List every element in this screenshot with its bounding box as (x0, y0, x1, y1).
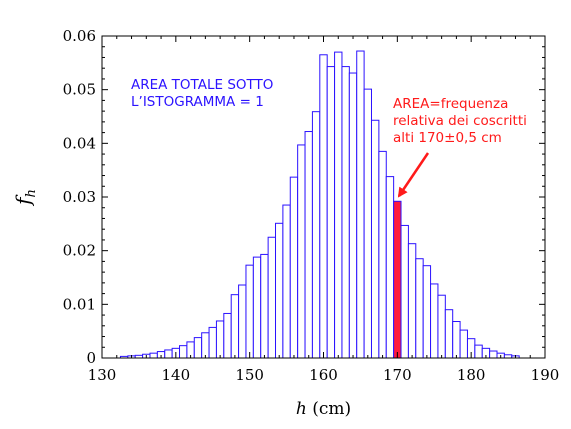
histogram-bar (474, 344, 483, 359)
x-tick-label: 150 (235, 366, 264, 384)
histogram-bar (215, 320, 225, 359)
plot-frame (101, 35, 546, 359)
x-tick-label: 130 (88, 366, 117, 384)
histogram-bar (260, 253, 269, 359)
x-tick-label: 160 (309, 366, 338, 384)
histogram-bar (334, 51, 343, 359)
total-area-note-line-1: AREA TOTALE SOTTO (131, 77, 273, 93)
y-tick-label: 0.04 (63, 134, 96, 152)
histogram-bar (252, 256, 262, 359)
x-axis-label: h (cm) (296, 399, 351, 419)
y-tick-label: 0.06 (63, 27, 96, 45)
histogram-bar (267, 236, 277, 359)
y-tick-label: 0.03 (63, 188, 96, 206)
y-tick-label: 0.01 (63, 295, 96, 313)
histogram-bar (444, 309, 454, 359)
histogram-bar (452, 321, 461, 359)
histogram-bar (348, 72, 358, 359)
histogram-bar (430, 283, 439, 359)
histogram-bar (356, 50, 365, 359)
histogram-bar (385, 176, 395, 359)
histogram-bar (319, 54, 328, 359)
y-axis-label: fh (11, 189, 39, 207)
histogram-bar (149, 352, 158, 359)
histogram-bar (282, 204, 291, 359)
histogram-bar (378, 150, 387, 359)
histogram-bar (238, 284, 247, 359)
histogram-bar (422, 265, 432, 359)
histogram-bar (400, 224, 409, 359)
histogram-bar (341, 66, 350, 359)
bars-group (119, 50, 520, 359)
histogram-bar (311, 111, 321, 359)
histogram-bar (407, 243, 417, 359)
histogram-bar (326, 66, 336, 359)
histogram-bar (275, 222, 284, 359)
histogram-bar (193, 337, 203, 359)
highlight-note-line-2: relativa dei coscritti (393, 113, 527, 129)
histogram-bar (297, 144, 306, 359)
highlight-note-line-3: alti 170±0,5 cm (393, 130, 502, 146)
histogram-bar (304, 131, 313, 359)
x-tick-label: 180 (457, 366, 486, 384)
histogram-bar (459, 329, 468, 359)
histogram-bar (201, 332, 210, 359)
histogram-bar (489, 350, 498, 359)
histogram-bar (363, 88, 372, 359)
histogram-bar (208, 326, 217, 359)
histogram-bar (370, 119, 380, 359)
histogram-bar-highlight (393, 200, 402, 359)
x-tick-label: 170 (383, 366, 412, 384)
histogram-bar (179, 345, 188, 359)
total-area-note-line-2: L’ISTOGRAMMA = 1 (131, 94, 264, 110)
histogram-bar (415, 258, 424, 359)
histogram-bar (223, 312, 232, 359)
highlight-note-line-1: AREA=frequenza (393, 96, 508, 112)
histogram-bar (245, 264, 254, 359)
y-tick-label: 0.05 (63, 81, 96, 99)
histogram-bar (437, 294, 446, 359)
y-tick-label: 0 (86, 349, 96, 367)
x-tick-label: 190 (531, 366, 560, 384)
histogram-bar (230, 294, 240, 359)
x-tick-label: 140 (162, 366, 191, 384)
histogram-bar (289, 176, 299, 359)
histogram-bar (164, 349, 173, 359)
highlight-arrow (397, 152, 430, 198)
y-tick-label: 0.02 (63, 242, 96, 260)
